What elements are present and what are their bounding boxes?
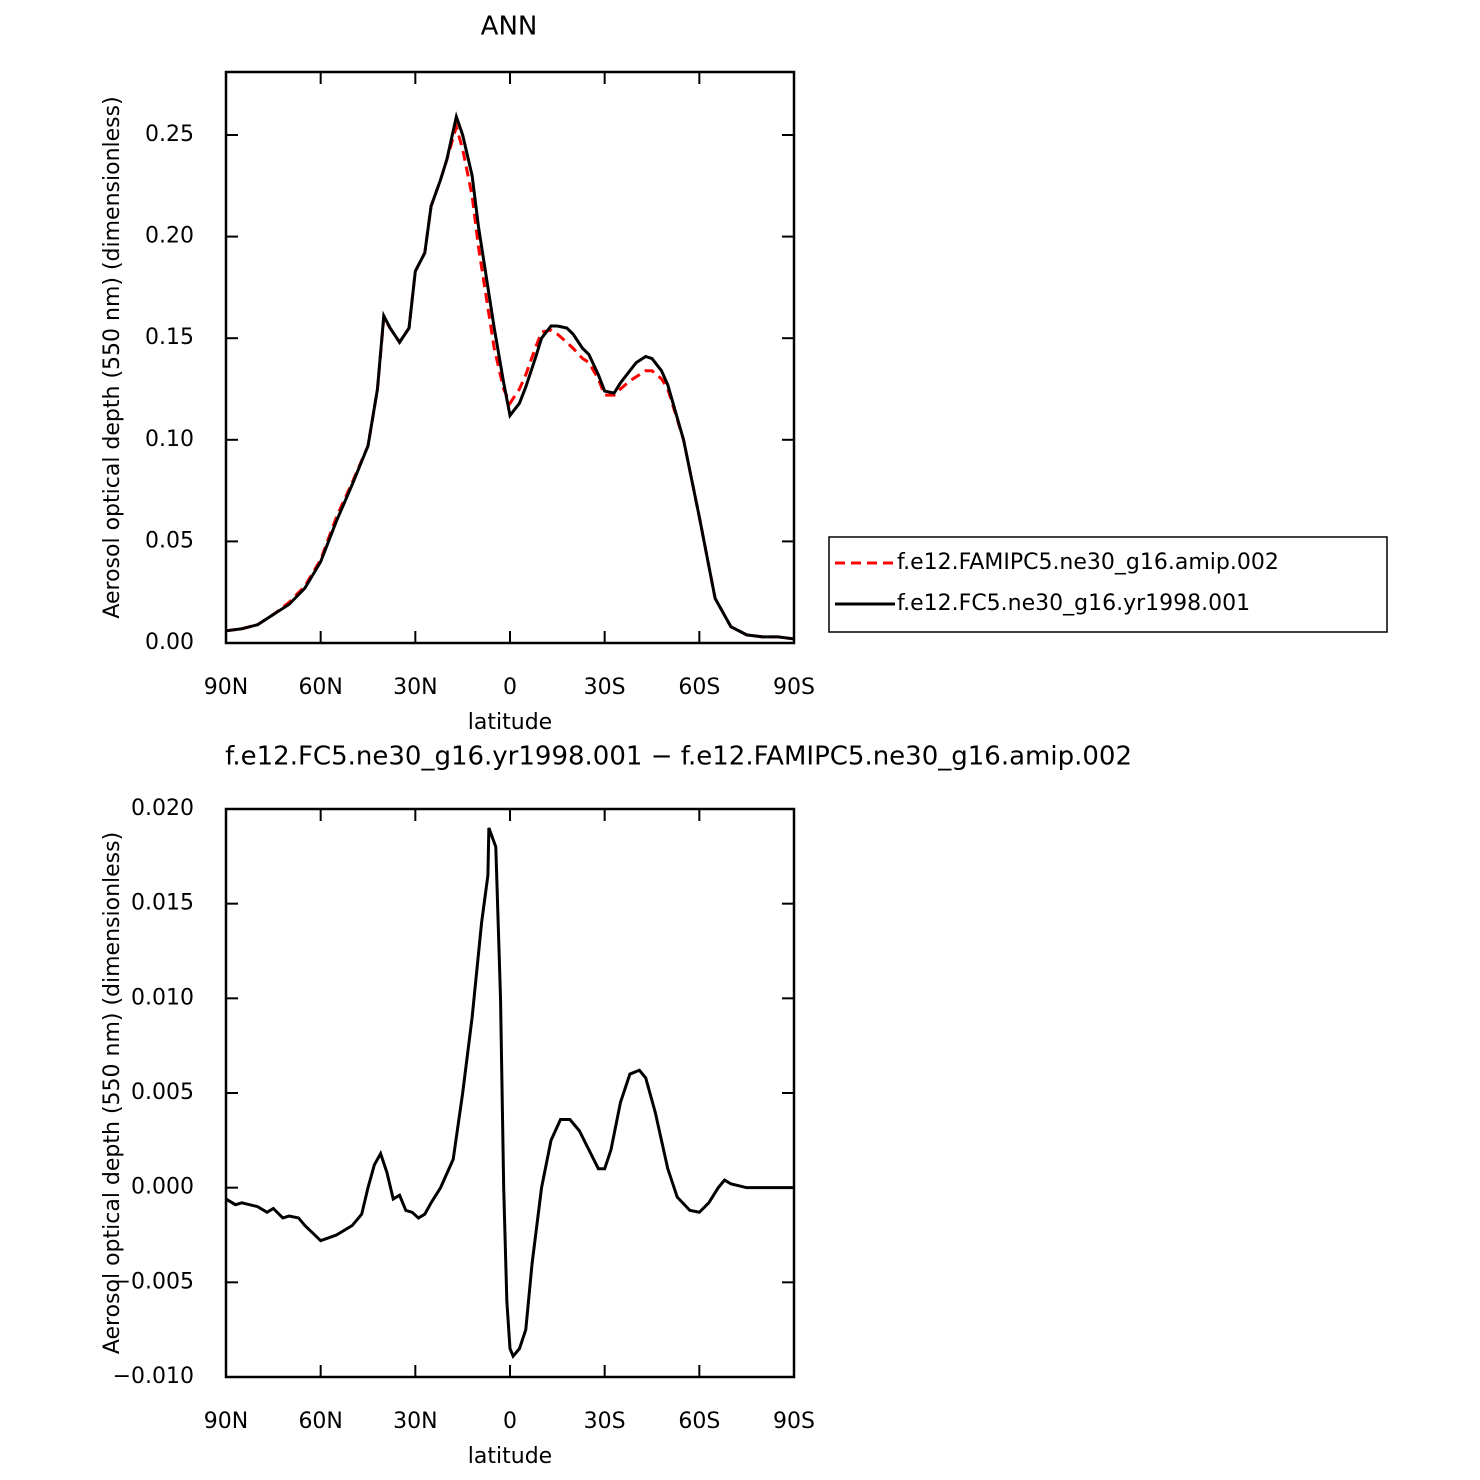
data-line: [225, 111, 795, 641]
x-tick-label: 30S: [584, 1409, 626, 1434]
chart-title: f.e12.FC5.ne30_g16.yr1998.001 − f.e12.FA…: [225, 742, 1132, 772]
y-tick-label: 0.000: [131, 1175, 194, 1200]
x-tick-label: 0: [503, 1409, 517, 1434]
plot-frame: [224, 70, 796, 645]
y-tick-label: −0.010: [113, 1364, 194, 1389]
y-tick-label: 0.25: [145, 122, 194, 147]
y-tick-label: 0.05: [145, 528, 194, 553]
y-tick-label: −0.005: [113, 1269, 194, 1294]
y-tick-label: 0.020: [131, 796, 194, 821]
x-tick-label: 60N: [298, 675, 342, 700]
legend-box: [828, 536, 1388, 633]
y-tick-label: 0.005: [131, 1080, 194, 1105]
x-tick-label: 30N: [393, 675, 437, 700]
x-tick-label: 90S: [773, 675, 815, 700]
y-tick-label: 0.010: [131, 985, 194, 1010]
y-tick-label: 0.15: [145, 325, 194, 350]
legend-label: f.e12.FAMIPC5.ne30_g16.amip.002: [897, 550, 1279, 575]
y-tick-label: 0.00: [145, 630, 194, 655]
data-line: [225, 827, 794, 1360]
x-tick-label: 0: [503, 675, 517, 700]
x-tick-label: 30N: [393, 1409, 437, 1434]
x-tick-label: 30S: [584, 675, 626, 700]
plot-frame: [224, 807, 796, 1379]
x-axis-label: latitude: [468, 1444, 552, 1469]
x-tick-label: 60S: [678, 675, 720, 700]
y-tick-label: 0.10: [145, 427, 194, 452]
y-tick-label: 0.015: [131, 891, 194, 916]
y-tick-label: 0.20: [145, 224, 194, 249]
x-tick-label: 60S: [678, 1409, 720, 1434]
y-axis-label: Aerosol optical depth (550 nm) (dimensio…: [100, 96, 125, 618]
x-axis-label: latitude: [468, 710, 552, 735]
x-tick-label: 90S: [773, 1409, 815, 1434]
x-tick-label: 60N: [298, 1409, 342, 1434]
y-axis-label: Aerosol optical depth (550 nm) (dimensio…: [100, 832, 125, 1354]
legend-label: f.e12.FC5.ne30_g16.yr1998.001: [897, 591, 1250, 616]
chart-title: ANN: [481, 12, 538, 42]
x-tick-label: 90N: [204, 675, 248, 700]
x-tick-label: 90N: [204, 1409, 248, 1434]
